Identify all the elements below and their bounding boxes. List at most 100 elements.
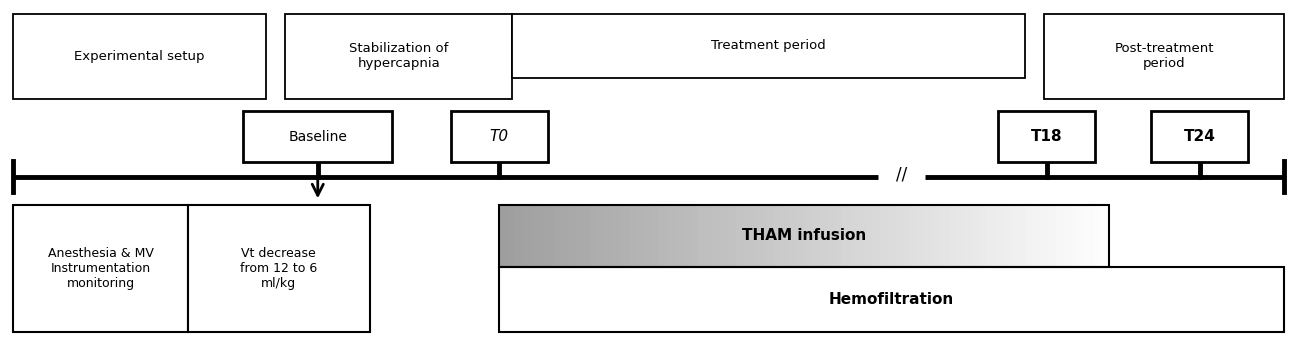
Bar — [857, 205, 866, 267]
Bar — [545, 205, 554, 267]
Bar — [621, 205, 630, 267]
Bar — [651, 205, 660, 267]
Bar — [949, 205, 957, 267]
Bar — [507, 205, 516, 267]
Bar — [789, 205, 798, 267]
Bar — [1078, 205, 1087, 267]
Bar — [560, 205, 569, 267]
Bar — [530, 205, 538, 267]
Bar — [720, 205, 729, 267]
FancyBboxPatch shape — [244, 111, 392, 162]
FancyBboxPatch shape — [451, 111, 549, 162]
Bar — [1003, 205, 1012, 267]
FancyBboxPatch shape — [999, 111, 1095, 162]
Bar — [1010, 205, 1019, 267]
Bar — [820, 205, 829, 267]
Bar — [827, 205, 835, 267]
FancyBboxPatch shape — [499, 267, 1284, 332]
Bar — [1101, 205, 1110, 267]
Bar — [537, 205, 546, 267]
Bar — [598, 205, 607, 267]
Bar — [1086, 205, 1095, 267]
Bar — [759, 205, 768, 267]
Bar — [812, 205, 821, 267]
Bar — [971, 205, 981, 267]
Bar — [606, 205, 615, 267]
Text: T18: T18 — [1031, 129, 1062, 144]
Bar — [1071, 205, 1079, 267]
Bar — [690, 205, 699, 267]
Bar — [553, 205, 562, 267]
Bar — [728, 205, 737, 267]
Text: Treatment period: Treatment period — [711, 40, 826, 52]
Bar — [499, 205, 508, 267]
Bar — [850, 205, 859, 267]
Bar — [523, 205, 532, 267]
Bar — [767, 205, 774, 267]
Bar — [888, 205, 898, 267]
Bar — [659, 205, 668, 267]
Bar — [781, 205, 790, 267]
Bar — [903, 205, 912, 267]
Bar — [1048, 205, 1057, 267]
Bar — [895, 205, 904, 267]
Bar — [995, 205, 1004, 267]
Bar — [751, 205, 760, 267]
Bar — [576, 205, 585, 267]
Bar — [698, 205, 707, 267]
Bar — [926, 205, 935, 267]
FancyBboxPatch shape — [1152, 111, 1248, 162]
Bar — [834, 205, 843, 267]
Text: //: // — [896, 166, 907, 184]
Bar — [1064, 205, 1073, 267]
Bar — [568, 205, 577, 267]
Bar — [881, 205, 890, 267]
Bar — [910, 205, 920, 267]
FancyBboxPatch shape — [512, 14, 1025, 78]
Bar — [706, 205, 713, 267]
Text: T24: T24 — [1184, 129, 1215, 144]
Bar — [1056, 205, 1065, 267]
Bar — [667, 205, 676, 267]
Bar — [865, 205, 874, 267]
Bar — [964, 205, 973, 267]
FancyBboxPatch shape — [13, 14, 266, 99]
Bar — [682, 205, 691, 267]
Bar — [1093, 205, 1102, 267]
Bar — [637, 205, 646, 267]
Bar — [590, 205, 599, 267]
Bar — [1032, 205, 1041, 267]
Text: Stabilization of
hypercapnia: Stabilization of hypercapnia — [349, 42, 449, 71]
Text: Hemofiltration: Hemofiltration — [829, 292, 955, 307]
Bar — [1040, 205, 1049, 267]
FancyBboxPatch shape — [188, 205, 370, 332]
Bar — [934, 205, 943, 267]
Text: Vt decrease
from 12 to 6
ml/kg: Vt decrease from 12 to 6 ml/kg — [240, 247, 318, 290]
FancyBboxPatch shape — [13, 205, 188, 332]
Bar — [584, 205, 591, 267]
Text: Post-treatment
period: Post-treatment period — [1114, 42, 1214, 71]
Bar — [873, 205, 882, 267]
Bar — [645, 205, 652, 267]
Bar — [804, 205, 813, 267]
Bar — [842, 205, 851, 267]
Bar — [713, 205, 721, 267]
Bar — [796, 205, 805, 267]
Bar — [1017, 205, 1026, 267]
Bar — [629, 205, 638, 267]
Bar — [773, 205, 782, 267]
Text: Baseline: Baseline — [288, 130, 348, 144]
Bar — [942, 205, 951, 267]
Bar — [735, 205, 744, 267]
Text: Anesthesia & MV
Instrumentation
monitoring: Anesthesia & MV Instrumentation monitori… — [48, 247, 153, 290]
Bar — [987, 205, 996, 267]
Bar — [613, 205, 623, 267]
Bar — [956, 205, 965, 267]
Bar — [979, 205, 988, 267]
Text: T0: T0 — [490, 129, 508, 144]
Text: THAM infusion: THAM infusion — [742, 228, 866, 243]
FancyBboxPatch shape — [1044, 14, 1284, 99]
Bar — [515, 205, 524, 267]
Bar — [1025, 205, 1034, 267]
FancyBboxPatch shape — [285, 14, 512, 99]
